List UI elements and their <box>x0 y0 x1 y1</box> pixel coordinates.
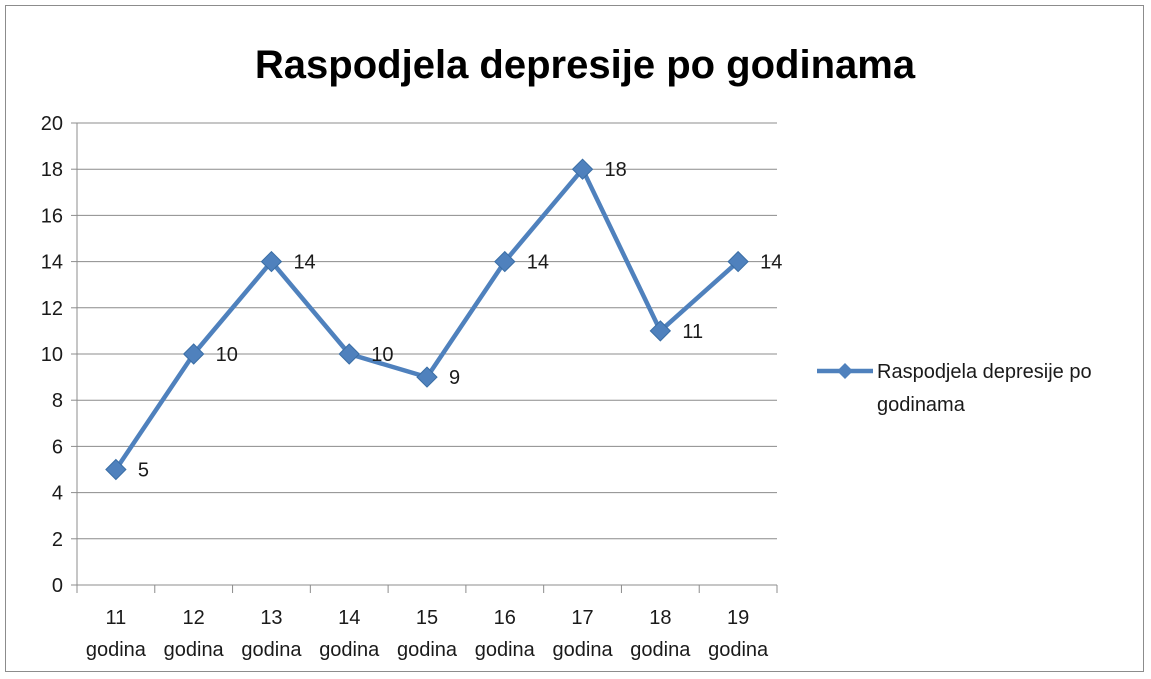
data-point-marker <box>260 250 283 273</box>
legend-marker <box>837 363 853 379</box>
series-layer <box>105 158 749 481</box>
x-category-label: 17 <box>571 607 593 629</box>
chart-frame <box>5 5 1144 672</box>
chart-title: Raspodjela depresije po godinama <box>255 43 916 87</box>
y-tick-label: 4 <box>52 483 63 505</box>
data-label: 18 <box>605 159 627 181</box>
y-tick-label: 8 <box>52 390 63 412</box>
x-category-label: godina <box>319 639 380 661</box>
series-line <box>114 166 740 471</box>
data-label: 9 <box>449 367 460 389</box>
data-label: 10 <box>216 344 238 366</box>
x-category-label: 16 <box>494 607 516 629</box>
y-tick-label: 18 <box>41 159 63 181</box>
x-category-label: 19 <box>727 607 749 629</box>
x-category-label: godina <box>553 639 614 661</box>
y-tick-label: 20 <box>41 113 63 135</box>
data-point-marker <box>727 250 749 273</box>
data-label: 11 <box>682 321 703 343</box>
legend-label: Raspodjela depresije po <box>877 361 1092 383</box>
data-label: 14 <box>527 252 549 274</box>
x-category-label: 13 <box>260 607 282 629</box>
x-category-label: godina <box>708 639 769 661</box>
x-category-label: godina <box>164 639 225 661</box>
x-category-label: 14 <box>338 607 360 629</box>
y-tick-label: 14 <box>41 252 63 274</box>
data-label: 5 <box>138 460 149 482</box>
x-category-label: 15 <box>416 607 438 629</box>
data-point-marker <box>494 250 516 273</box>
x-category-label: 18 <box>649 607 671 629</box>
y-tick-label: 2 <box>52 529 63 551</box>
labels-layer: 0 2 4 6 8 10 12 14 16 18 20 11 godina 12 godina 13 godin… <box>41 113 783 661</box>
y-tick-label: 6 <box>52 436 63 458</box>
y-tick-label: 10 <box>41 344 63 366</box>
data-point-marker <box>571 158 594 180</box>
y-tick-label: 0 <box>52 575 63 597</box>
data-point-marker <box>105 458 127 481</box>
x-category-label: godina <box>475 639 536 661</box>
x-category-label: godina <box>630 639 691 661</box>
x-category-label: 11 <box>106 607 127 629</box>
y-tick-label: 12 <box>41 298 63 320</box>
x-category-label: godina <box>86 639 147 661</box>
y-tick-label: 16 <box>41 205 63 227</box>
legend: Raspodjela depresije po godinama <box>817 361 1092 416</box>
gridlines <box>77 122 777 540</box>
x-category-label: godina <box>241 639 302 661</box>
data-point-marker <box>182 343 205 365</box>
data-label: 14 <box>293 252 315 274</box>
x-category-label: godina <box>397 639 458 661</box>
data-point-marker <box>649 320 672 342</box>
data-point-marker <box>416 366 438 388</box>
data-point-marker <box>338 343 360 365</box>
x-category-label: 12 <box>183 607 205 629</box>
data-label: 14 <box>760 252 782 274</box>
data-label: 10 <box>371 344 393 366</box>
legend-label: godinama <box>877 394 966 416</box>
axes <box>71 122 778 593</box>
